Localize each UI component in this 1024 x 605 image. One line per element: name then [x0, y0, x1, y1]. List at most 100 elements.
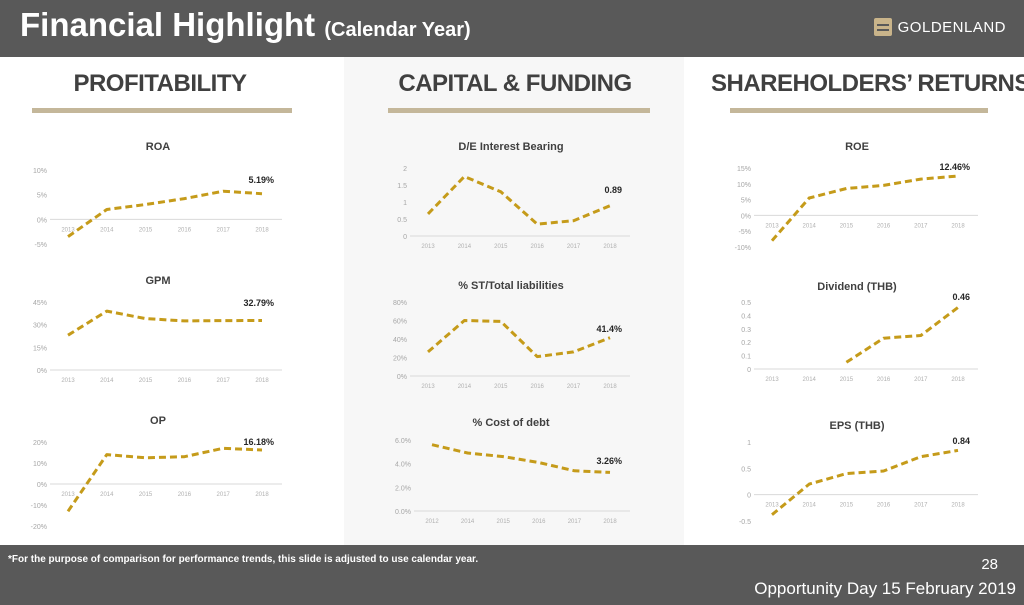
goldenland-logo-icon	[873, 18, 892, 36]
roa-series-line	[67, 189, 263, 238]
eps-ytick-label: 0	[747, 493, 751, 500]
cod-series-line	[431, 443, 611, 474]
roa-xtick-label: 2014	[100, 227, 114, 233]
cod-xtick-label: 2018	[603, 519, 617, 525]
dividend-xtick-label: 2013	[765, 377, 779, 383]
roe-data-label: 12.46%	[939, 162, 970, 172]
de-ytick-label: 1.5	[397, 183, 407, 190]
page-subtitle: (Calendar Year)	[324, 19, 471, 41]
st-chart-title: % ST/Total liabilities	[458, 280, 564, 292]
eps-xtick-label: 2017	[914, 503, 928, 509]
eps-data-label: 0.84	[952, 436, 970, 446]
gpm-ytick-label: 45%	[33, 300, 47, 307]
gpm-xtick-label: 2017	[217, 378, 231, 384]
gpm-data-label: 32.79%	[243, 298, 274, 308]
section-title-shareholders-returns: SHAREHOLDERS’ RETURNS	[711, 70, 1024, 97]
st-xtick-label: 2018	[603, 384, 617, 390]
dividend-chart-title: Dividend (THB)	[817, 281, 897, 293]
op-xtick-label: 2017	[217, 492, 231, 498]
event-name: Opportunity Day 15 February 2019	[754, 579, 1016, 598]
roa-xtick-label: 2017	[217, 227, 231, 233]
dividend-series-line	[845, 306, 959, 364]
de-ytick-label: 0	[403, 234, 407, 241]
page-number: 28	[981, 556, 998, 573]
gpm-chart-title: GPM	[145, 275, 170, 287]
eps-series-line	[771, 448, 959, 516]
op-ytick-label: -10%	[31, 503, 47, 510]
section-divider-profitability	[32, 108, 292, 113]
eps-xtick-label: 2014	[803, 503, 817, 509]
dividend-ytick-label: 0.3	[741, 327, 751, 334]
header-bar: Financial Highlight (Calendar Year) GOLD…	[0, 0, 1024, 57]
op-ytick-label: 10%	[33, 461, 47, 468]
gpm-xtick-label: 2014	[100, 378, 114, 384]
de-chart-title: D/E Interest Bearing	[458, 141, 563, 153]
op-ytick-label: 0%	[37, 482, 47, 489]
footnote: *For the purpose of comparison for perfo…	[8, 554, 479, 565]
roe-xtick-label: 2013	[765, 223, 779, 229]
de-xtick-label: 2015	[494, 244, 508, 250]
st-ytick-label: 60%	[393, 319, 407, 326]
eps-xtick-label: 2016	[877, 503, 891, 509]
eps-chart-title: EPS (THB)	[830, 420, 885, 432]
roa-ytick-label: 5%	[37, 193, 47, 200]
dividend-ytick-label: 0.4	[741, 313, 751, 320]
dividend-xtick-label: 2017	[914, 377, 928, 383]
company-logo: GOLDENLAND	[873, 18, 1006, 36]
footer-bar	[0, 545, 1024, 605]
st-series-line	[427, 319, 611, 359]
dividend-ytick-label: 0.1	[741, 354, 751, 361]
op-series-line	[66, 446, 263, 513]
roa-chart-title: ROA	[146, 141, 171, 153]
cod-ytick-label: 6.0%	[395, 438, 411, 445]
de-ytick-label: 0.5	[397, 217, 407, 224]
st-xtick-label: 2017	[567, 384, 581, 390]
st-data-label: 41.4%	[596, 324, 622, 334]
de-ytick-label: 2	[403, 166, 407, 173]
roe-ytick-label: 15%	[737, 166, 751, 173]
gpm-ytick-label: 0%	[37, 368, 47, 375]
eps-ytick-label: -0.5	[739, 519, 751, 526]
de-xtick-label: 2017	[567, 244, 581, 250]
st-ytick-label: 20%	[393, 356, 407, 363]
st-ytick-label: 80%	[393, 300, 407, 307]
gpm-xtick-label: 2015	[139, 378, 153, 384]
roa-ytick-label: 10%	[33, 168, 47, 175]
roe-xtick-label: 2016	[877, 223, 891, 229]
cod-xtick-label: 2014	[461, 519, 475, 525]
st-xtick-label: 2013	[421, 384, 435, 390]
op-data-label: 16.18%	[243, 437, 274, 447]
gpm-xtick-label: 2016	[178, 378, 192, 384]
st-ytick-label: 40%	[393, 337, 407, 344]
roa-xtick-label: 2016	[178, 227, 192, 233]
dividend-xtick-label: 2018	[951, 377, 965, 383]
roe-ytick-label: -10%	[735, 245, 751, 252]
roe-ytick-label: 0%	[741, 213, 751, 220]
dividend-ytick-label: 0.5	[741, 300, 751, 307]
roa-xtick-label: 2015	[139, 227, 153, 233]
section-divider-shareholders-returns	[730, 108, 988, 113]
eps-ytick-label: 1	[747, 440, 751, 447]
de-xtick-label: 2013	[421, 244, 435, 250]
roe-xtick-label: 2015	[840, 223, 854, 229]
dividend-xtick-label: 2015	[840, 377, 854, 383]
cod-ytick-label: 2.0%	[395, 485, 411, 492]
op-ytick-label: -20%	[31, 524, 47, 531]
op-chart-title: OP	[150, 415, 166, 427]
roe-series-line	[770, 174, 959, 242]
cod-xtick-label: 2015	[497, 519, 511, 525]
cod-ytick-label: 4.0%	[395, 462, 411, 469]
de-ytick-label: 1	[403, 200, 407, 207]
de-xtick-label: 2014	[458, 244, 472, 250]
eps-xtick-label: 2018	[951, 503, 965, 509]
st-xtick-label: 2014	[458, 384, 472, 390]
cod-xtick-label: 2012	[425, 519, 439, 525]
dividend-data-label: 0.46	[952, 292, 970, 302]
section-divider-capital-funding	[388, 108, 650, 113]
roa-ytick-label: -5%	[35, 242, 47, 249]
section-title-profitability: PROFITABILITY	[73, 70, 247, 97]
roa-data-label: 5.19%	[248, 175, 274, 185]
op-xtick-label: 2016	[178, 492, 192, 498]
section-title-capital-funding: CAPITAL & FUNDING	[398, 70, 632, 97]
gpm-ytick-label: 15%	[33, 345, 47, 352]
